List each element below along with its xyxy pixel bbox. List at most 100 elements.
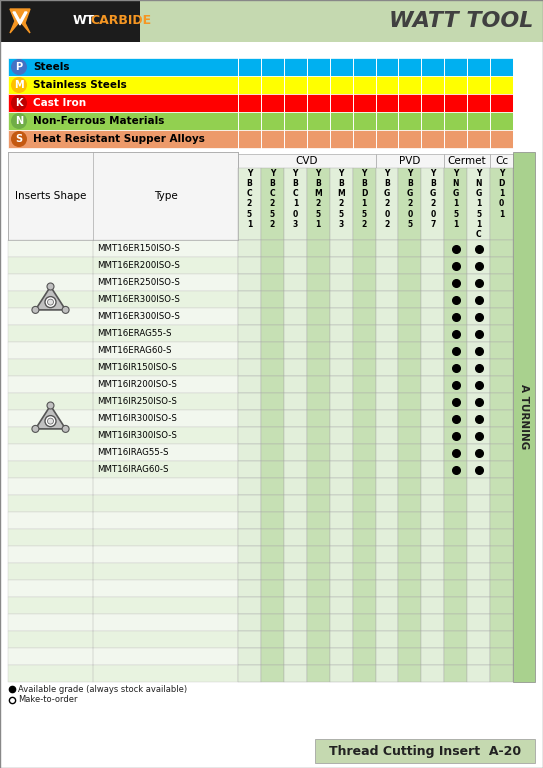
Text: Y: Y <box>384 169 390 177</box>
FancyBboxPatch shape <box>352 342 376 359</box>
FancyBboxPatch shape <box>238 529 261 546</box>
FancyBboxPatch shape <box>330 342 352 359</box>
FancyBboxPatch shape <box>444 410 467 427</box>
FancyBboxPatch shape <box>444 393 467 410</box>
FancyBboxPatch shape <box>444 495 467 512</box>
FancyBboxPatch shape <box>284 342 307 359</box>
FancyBboxPatch shape <box>238 410 261 427</box>
Text: Y: Y <box>247 169 252 177</box>
FancyBboxPatch shape <box>376 240 399 257</box>
Circle shape <box>47 283 54 290</box>
FancyBboxPatch shape <box>376 478 399 495</box>
FancyBboxPatch shape <box>421 648 444 665</box>
FancyBboxPatch shape <box>490 240 513 257</box>
Text: 1: 1 <box>453 200 458 208</box>
FancyBboxPatch shape <box>376 342 399 359</box>
FancyBboxPatch shape <box>238 257 261 274</box>
FancyBboxPatch shape <box>330 308 352 325</box>
FancyBboxPatch shape <box>330 631 352 648</box>
Text: 5: 5 <box>407 220 413 229</box>
FancyBboxPatch shape <box>490 546 513 563</box>
FancyBboxPatch shape <box>8 393 238 410</box>
FancyBboxPatch shape <box>8 130 513 148</box>
Text: N: N <box>475 179 482 188</box>
Text: G: G <box>407 189 413 198</box>
FancyBboxPatch shape <box>399 168 421 240</box>
Text: MMT16ERAG55-S: MMT16ERAG55-S <box>97 329 172 338</box>
FancyBboxPatch shape <box>490 393 513 410</box>
FancyBboxPatch shape <box>284 376 307 393</box>
Text: Type: Type <box>154 191 178 201</box>
Text: 5: 5 <box>339 210 344 219</box>
FancyBboxPatch shape <box>444 580 467 597</box>
FancyBboxPatch shape <box>376 168 399 240</box>
FancyBboxPatch shape <box>307 359 330 376</box>
FancyBboxPatch shape <box>376 291 399 308</box>
FancyBboxPatch shape <box>284 495 307 512</box>
FancyBboxPatch shape <box>467 325 490 342</box>
Text: B: B <box>269 179 275 188</box>
FancyBboxPatch shape <box>8 665 238 682</box>
FancyBboxPatch shape <box>352 376 376 393</box>
Text: Y: Y <box>293 169 298 177</box>
FancyBboxPatch shape <box>261 410 284 427</box>
FancyBboxPatch shape <box>352 393 376 410</box>
FancyBboxPatch shape <box>261 546 284 563</box>
FancyBboxPatch shape <box>399 376 421 393</box>
FancyBboxPatch shape <box>238 580 261 597</box>
FancyBboxPatch shape <box>490 461 513 478</box>
FancyBboxPatch shape <box>444 376 467 393</box>
FancyBboxPatch shape <box>261 240 284 257</box>
FancyBboxPatch shape <box>421 410 444 427</box>
FancyBboxPatch shape <box>444 563 467 580</box>
Text: B: B <box>430 179 435 188</box>
FancyBboxPatch shape <box>467 393 490 410</box>
Text: MMT16IR300ISO-S: MMT16IR300ISO-S <box>97 431 177 440</box>
FancyBboxPatch shape <box>467 308 490 325</box>
FancyBboxPatch shape <box>261 342 284 359</box>
Text: Heat Resistant Supper Alloys: Heat Resistant Supper Alloys <box>33 134 205 144</box>
Text: 3: 3 <box>293 220 298 229</box>
Text: N: N <box>452 179 459 188</box>
FancyBboxPatch shape <box>444 291 467 308</box>
FancyBboxPatch shape <box>261 631 284 648</box>
FancyBboxPatch shape <box>467 274 490 291</box>
FancyBboxPatch shape <box>307 444 330 461</box>
FancyBboxPatch shape <box>8 308 238 325</box>
Text: B: B <box>361 179 367 188</box>
Circle shape <box>11 77 27 93</box>
FancyBboxPatch shape <box>399 342 421 359</box>
FancyBboxPatch shape <box>421 240 444 257</box>
Text: 2: 2 <box>270 220 275 229</box>
FancyBboxPatch shape <box>490 478 513 495</box>
FancyBboxPatch shape <box>376 257 399 274</box>
FancyBboxPatch shape <box>284 512 307 529</box>
FancyBboxPatch shape <box>467 410 490 427</box>
Text: 2: 2 <box>430 200 435 208</box>
FancyBboxPatch shape <box>8 427 238 444</box>
FancyBboxPatch shape <box>307 614 330 631</box>
FancyBboxPatch shape <box>8 478 238 495</box>
FancyBboxPatch shape <box>444 342 467 359</box>
Text: MMT16ER200ISO-S: MMT16ER200ISO-S <box>97 261 180 270</box>
FancyBboxPatch shape <box>490 563 513 580</box>
FancyBboxPatch shape <box>8 580 238 597</box>
FancyBboxPatch shape <box>352 359 376 376</box>
FancyBboxPatch shape <box>490 427 513 444</box>
Text: D: D <box>361 189 367 198</box>
FancyBboxPatch shape <box>261 648 284 665</box>
Text: MMT16ER250ISO-S: MMT16ER250ISO-S <box>97 278 180 287</box>
FancyBboxPatch shape <box>421 325 444 342</box>
FancyBboxPatch shape <box>261 376 284 393</box>
FancyBboxPatch shape <box>330 512 352 529</box>
FancyBboxPatch shape <box>444 168 467 240</box>
Text: 5: 5 <box>315 210 321 219</box>
FancyBboxPatch shape <box>467 359 490 376</box>
FancyBboxPatch shape <box>444 665 467 682</box>
Circle shape <box>62 306 69 313</box>
Text: 7: 7 <box>430 220 435 229</box>
FancyBboxPatch shape <box>330 359 352 376</box>
FancyBboxPatch shape <box>352 257 376 274</box>
FancyBboxPatch shape <box>8 512 238 529</box>
FancyBboxPatch shape <box>444 325 467 342</box>
